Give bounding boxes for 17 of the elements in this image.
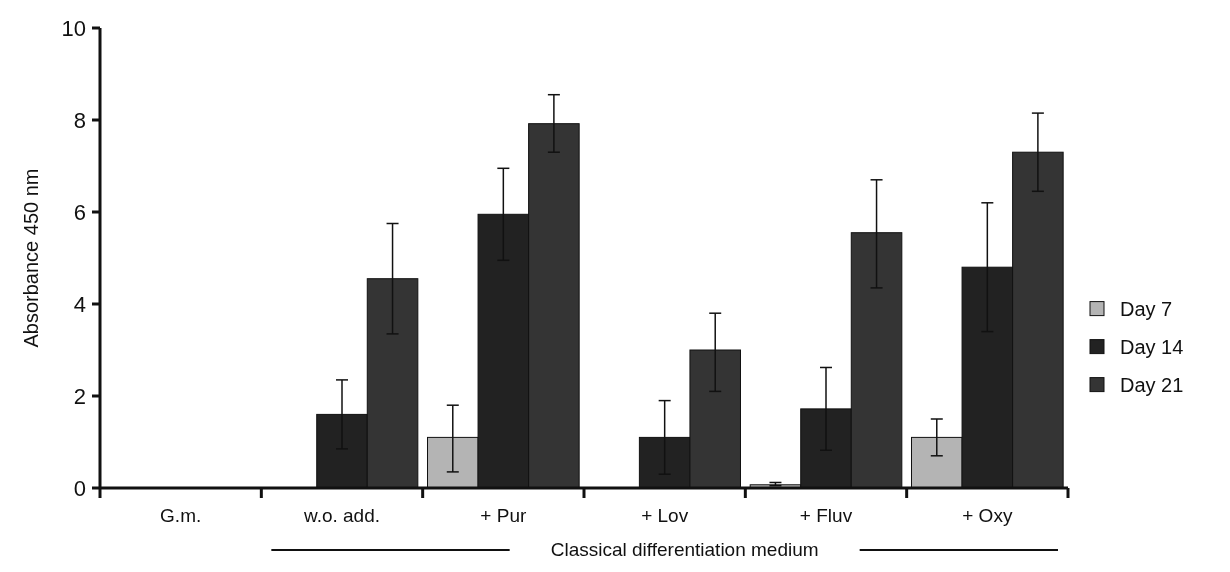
- y-tick-label: 0: [73, 475, 86, 501]
- x-tick-label: + Oxy: [962, 505, 1013, 526]
- y-tick-label: 8: [73, 107, 86, 133]
- x-tick-label: G.m.: [160, 505, 202, 526]
- y-tick-label: 2: [73, 383, 86, 409]
- legend-label: Day 14: [1120, 335, 1184, 358]
- legend-label: Day 21: [1120, 373, 1184, 396]
- x-tick-label: + Lov: [641, 505, 689, 526]
- legend-label: Day 7: [1120, 297, 1173, 320]
- y-tick-label: 4: [73, 291, 86, 317]
- x-tick-label: w.o. add.: [302, 505, 381, 526]
- y-axis-title: Absorbance 450 nm: [20, 168, 42, 348]
- x-tick-label: + Pur: [480, 505, 527, 526]
- y-tick-label: 6: [73, 199, 86, 225]
- text: Classical differentiation medium: [550, 539, 819, 560]
- y-tick-label: 10: [61, 15, 86, 41]
- x-tick-label: + Fluv: [799, 505, 853, 526]
